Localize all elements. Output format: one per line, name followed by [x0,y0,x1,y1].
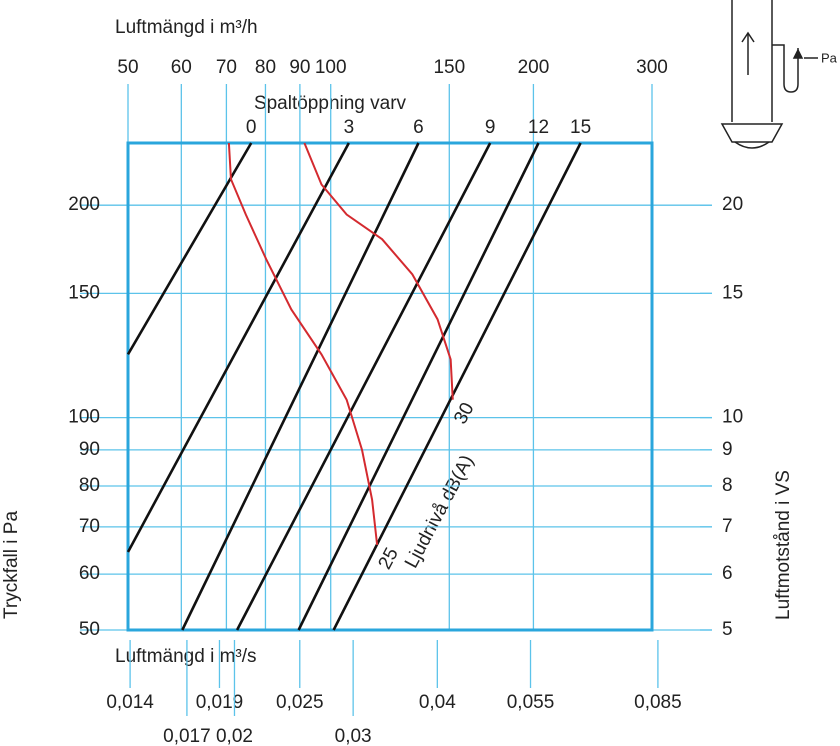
x2-tick-label: 0,014 [106,692,154,713]
x-tick-label: 60 [171,57,192,78]
x-tick-label: 150 [433,57,465,78]
x2-tick-label: 0,04 [419,692,456,713]
x2-tick-label: 0,02 [216,726,253,746]
series-line [126,142,350,553]
x-tick-label: 90 [289,57,310,78]
bottom-axis-title: Luftmängd i m³/s [115,646,257,667]
series-line [227,142,379,546]
top-axis-title: Luftmängd i m³/h [115,17,258,38]
series-label: 12 [528,117,549,138]
y2-tick-label: 8 [722,475,733,496]
x-tick-label: 300 [636,57,668,78]
y2-tick-label: 7 [722,516,733,537]
series-label: 3 [344,117,355,138]
y-tick-label: 60 [79,563,100,584]
y-tick-label: 50 [79,619,100,640]
series-label: 15 [570,117,591,138]
x-tick-label: 200 [518,57,550,78]
y2-tick-label: 6 [722,563,733,584]
y2-axis-title: Luftmotstånd i VS [773,470,794,620]
y-tick-label: 70 [79,516,100,537]
y-axis-title: Tryckfall i Pa [1,511,22,619]
curve-label: 25 [374,544,402,573]
x2-tick-label: 0,019 [196,692,244,713]
series-label: 6 [413,117,424,138]
icon-label: Pa [821,50,838,65]
y-tick-label: 150 [68,282,100,303]
x2-tick-label: 0,025 [276,692,324,713]
series-label: 0 [246,117,257,138]
y2-tick-label: 15 [722,282,743,303]
curve-title: Ljudnivå dB(A) [401,452,478,572]
plot-frame [126,141,654,632]
icon [720,0,818,149]
series-line [126,142,253,356]
y2-tick-label: 9 [722,439,733,460]
x2-tick-label: 0,085 [634,692,682,713]
series-line [303,142,454,400]
y-tick-label: 80 [79,475,100,496]
x2-tick-label: 0,055 [507,692,555,713]
series-label: 9 [485,117,496,138]
x-tick-label: 100 [315,57,347,78]
y-tick-label: 100 [68,407,100,428]
x-tick-label: 70 [216,57,237,78]
y2-tick-label: 10 [722,407,743,428]
x2-tick-label: 0,017 [163,726,211,746]
series-line [332,142,582,631]
y-tick-label: 90 [79,439,100,460]
series-line [297,142,540,631]
curve-label: 30 [450,399,478,428]
y2-tick-label: 20 [722,194,743,215]
series-line [235,142,492,631]
x-tick-label: 80 [255,57,276,78]
series-line [181,142,420,631]
x-tick-label: 50 [117,57,138,78]
x2-tick-label: 0,03 [335,726,372,746]
y-tick-label: 200 [68,194,100,215]
y2-tick-label: 5 [722,619,733,640]
